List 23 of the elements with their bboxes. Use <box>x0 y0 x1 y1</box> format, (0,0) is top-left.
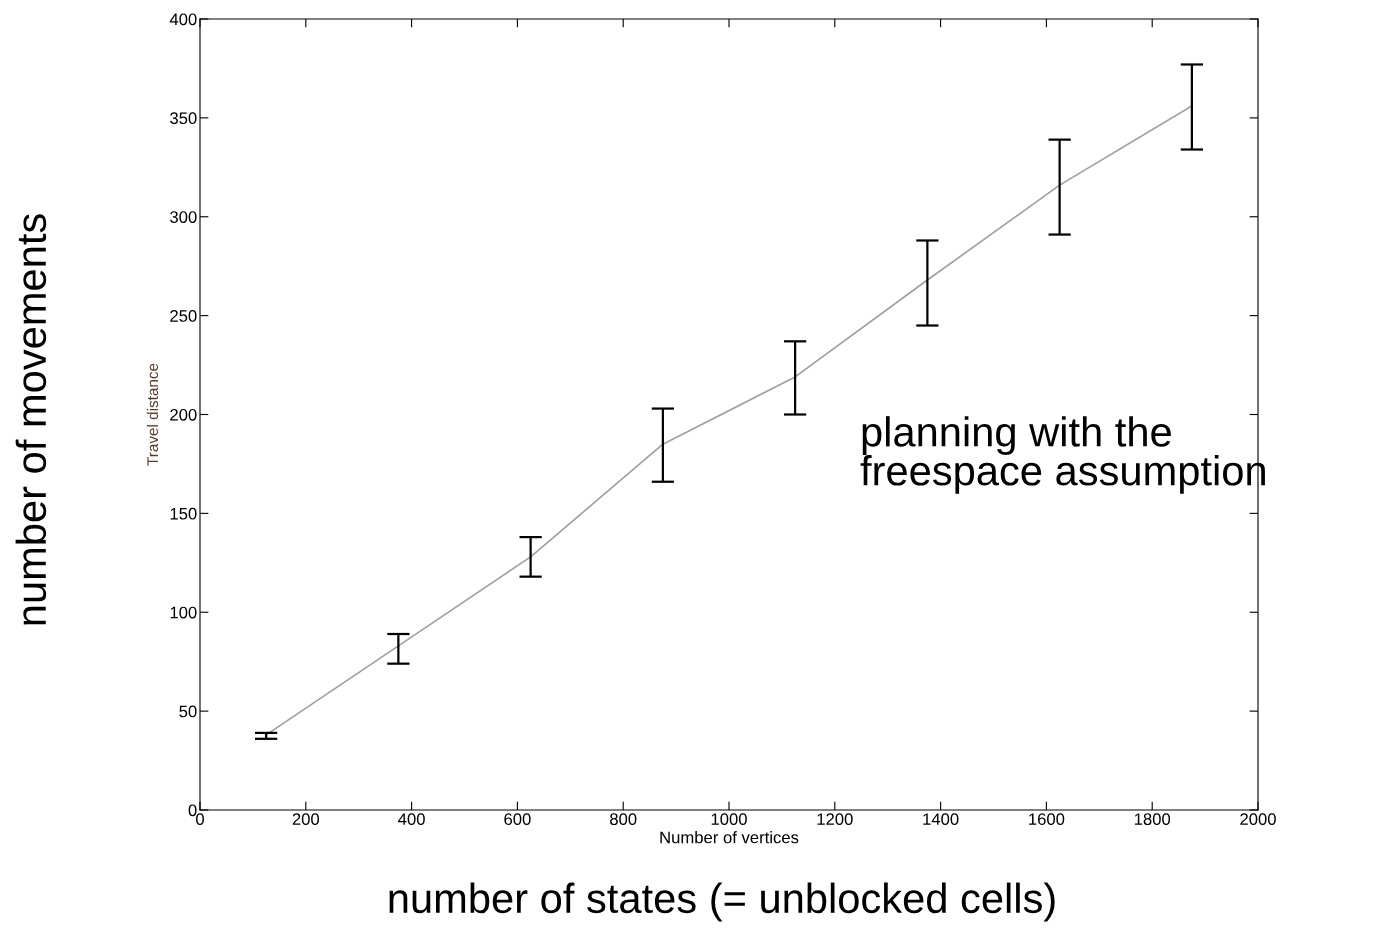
x-tick-label: 1600 <box>1029 813 1065 826</box>
y-tick-label: 200 <box>170 408 197 421</box>
x-tick-label: 1800 <box>1134 813 1171 826</box>
y-tick-label: 250 <box>170 310 197 322</box>
x-tick-label: 800 <box>610 813 637 826</box>
y-tick-label: 100 <box>170 606 197 619</box>
x-tick-label: 200 <box>292 813 320 826</box>
y-tick-label: 350 <box>170 112 197 125</box>
x-tick-label: 1400 <box>923 813 959 826</box>
x-tick-label: 2000 <box>1240 813 1276 826</box>
y-tick-label: 300 <box>170 211 197 223</box>
text: number of movements <box>15 214 47 625</box>
x-tick-label: 1000 <box>711 813 747 826</box>
text: number of states (= unblocked cells) <box>389 882 1055 922</box>
y-tick-label: 0 <box>188 804 197 817</box>
x-tick-label: 600 <box>504 813 531 826</box>
y-axis-title: Travel distance <box>146 363 159 466</box>
y-tick-label: 150 <box>170 507 197 520</box>
y-tick-label: 50 <box>179 705 197 718</box>
x-tick-label: 1200 <box>817 813 853 826</box>
x-axis-title: Number of vertices <box>660 831 799 844</box>
y-tick-label: 400 <box>169 13 197 26</box>
x-tick-label: 400 <box>398 813 425 826</box>
